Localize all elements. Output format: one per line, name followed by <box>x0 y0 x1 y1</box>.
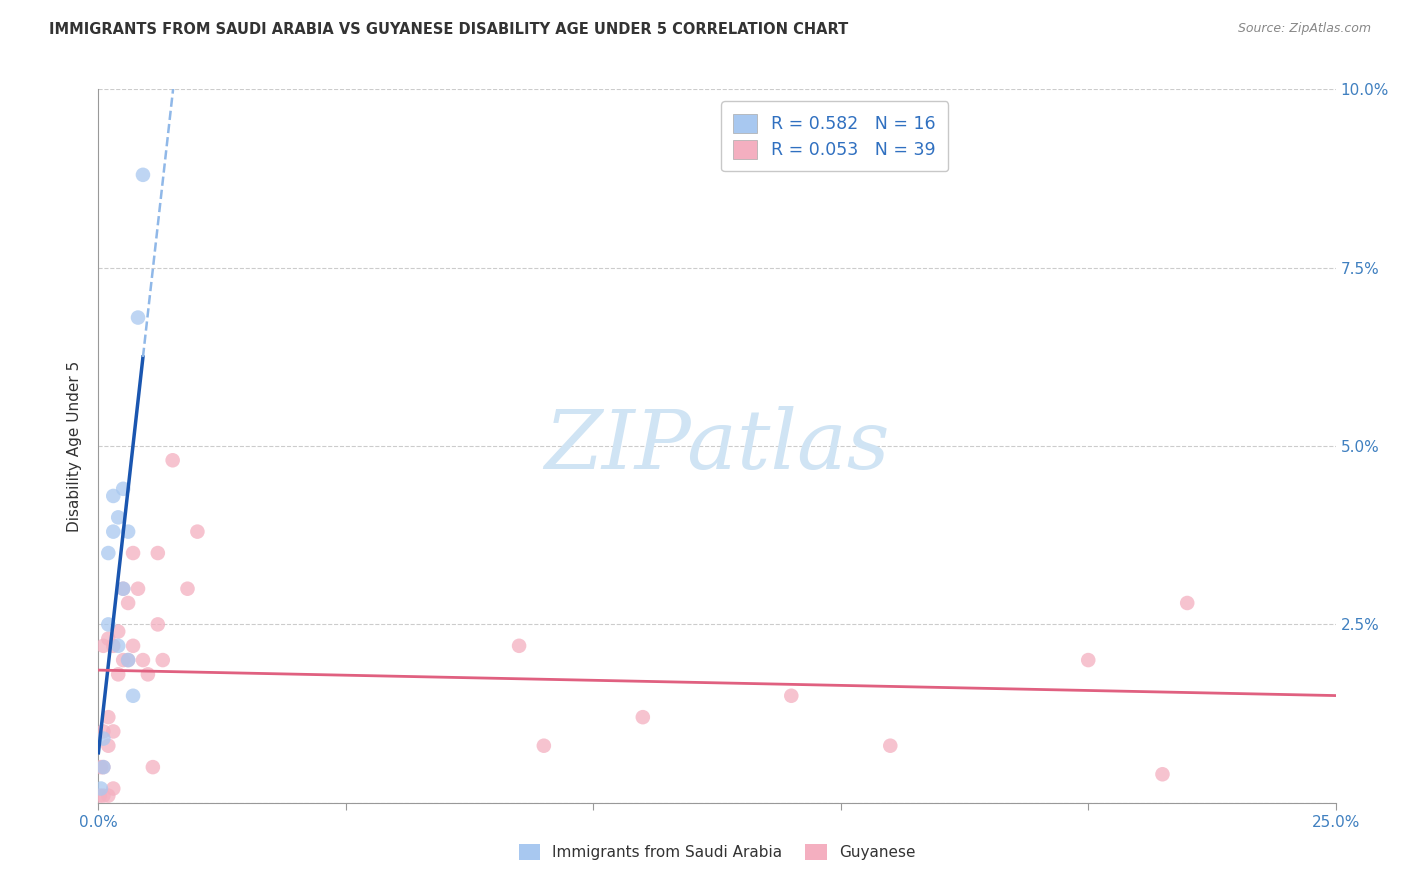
Point <box>122 689 145 703</box>
Point <box>90 760 112 774</box>
Point <box>117 653 139 667</box>
Point <box>97 617 120 632</box>
Point <box>533 739 555 753</box>
Point <box>97 546 120 560</box>
Point <box>112 582 135 596</box>
Point <box>879 739 901 753</box>
Point <box>107 624 129 639</box>
Point <box>152 653 174 667</box>
Point <box>93 731 115 746</box>
Point <box>112 653 135 667</box>
Point <box>176 582 198 596</box>
Point <box>186 524 208 539</box>
Point <box>93 760 115 774</box>
Point <box>122 546 145 560</box>
Point <box>97 710 120 724</box>
Point <box>93 760 115 774</box>
Legend: Immigrants from Saudi Arabia, Guyanese: Immigrants from Saudi Arabia, Guyanese <box>513 838 921 866</box>
Point <box>107 667 129 681</box>
Point <box>107 510 129 524</box>
Point <box>1077 653 1099 667</box>
Point <box>112 582 135 596</box>
Point <box>117 653 139 667</box>
Point <box>93 724 115 739</box>
Y-axis label: Disability Age Under 5: Disability Age Under 5 <box>67 360 83 532</box>
Point <box>93 789 115 803</box>
Point <box>162 453 184 467</box>
Point <box>132 168 155 182</box>
Point <box>127 582 149 596</box>
Text: Source: ZipAtlas.com: Source: ZipAtlas.com <box>1237 22 1371 36</box>
Point <box>1152 767 1174 781</box>
Point <box>103 724 125 739</box>
Point <box>117 524 139 539</box>
Text: IMMIGRANTS FROM SAUDI ARABIA VS GUYANESE DISABILITY AGE UNDER 5 CORRELATION CHAR: IMMIGRANTS FROM SAUDI ARABIA VS GUYANESE… <box>49 22 848 37</box>
Text: ZIPatlas: ZIPatlas <box>544 406 890 486</box>
Point <box>103 639 125 653</box>
Point <box>146 617 169 632</box>
Point <box>103 781 125 796</box>
Point <box>107 639 129 653</box>
Point <box>132 653 155 667</box>
Point <box>103 489 125 503</box>
Point <box>89 789 111 803</box>
Point <box>103 524 125 539</box>
Point <box>117 596 139 610</box>
Point <box>146 546 169 560</box>
Point <box>122 639 145 653</box>
Point <box>127 310 149 325</box>
Point <box>97 789 120 803</box>
Point <box>90 781 112 796</box>
Point <box>112 482 135 496</box>
Point <box>780 689 803 703</box>
Point <box>508 639 530 653</box>
Point <box>97 739 120 753</box>
Point <box>93 639 115 653</box>
Point <box>136 667 159 681</box>
Point <box>97 632 120 646</box>
Point <box>1175 596 1198 610</box>
Point <box>631 710 654 724</box>
Point <box>142 760 165 774</box>
